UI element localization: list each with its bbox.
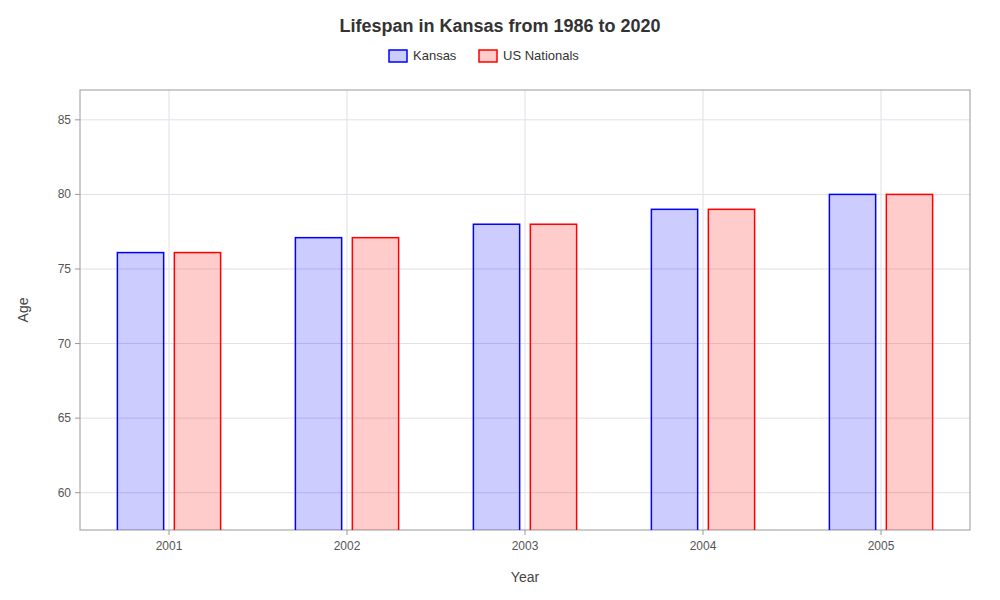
y-tick [75,119,80,120]
x-axis-label: Year [511,569,540,585]
y-tick [75,194,80,195]
y-tick [75,418,80,419]
bars [117,194,932,530]
bar [530,224,576,530]
x-grid-line [881,90,882,530]
bar [295,238,341,530]
legend-label: US Nationals [503,48,579,63]
y-tick-label: 70 [58,337,72,351]
y-tick [75,492,80,493]
bar-series [117,194,875,530]
x-grid-line [525,90,526,530]
x-grid-line [169,90,170,530]
title: Lifespan in Kansas from 1986 to 2020 [339,16,660,36]
y-tick [75,343,80,344]
y-tick-label: 80 [58,187,72,201]
x-tick-label: 2003 [512,539,539,553]
bar [708,209,754,530]
y-tick-label: 60 [58,486,72,500]
legend: Kansas US Nationals [389,48,579,63]
x-tick-label: 2005 [868,539,895,553]
x-tick-label: 2001 [156,539,183,553]
x-grid-line [703,90,704,530]
x-tick-label: 2004 [690,539,717,553]
bar [886,194,932,530]
bar [117,253,163,530]
y-axis: 60 65 70 75 80 85 [58,113,80,500]
legend-swatch [479,50,497,62]
x-tick [525,530,526,535]
legend-label: Kansas [413,48,457,63]
legend-swatch [389,50,407,62]
x-axis: 2001 2002 2003 2004 2005 [156,530,895,553]
x-tick [703,530,704,535]
x-grid-line [347,90,348,530]
chart-svg: 60 65 70 75 80 85 2001 2002 2003 2004 2005 Year Age L… [0,0,1000,600]
y-tick-label: 75 [58,262,72,276]
y-tick-label: 85 [58,113,72,127]
y-tick [75,268,80,269]
x-tick [881,530,882,535]
x-tick-label: 2002 [334,539,361,553]
y-axis-label: Age [15,297,31,322]
bar-series [174,194,932,530]
x-tick [347,530,348,535]
bar [473,224,519,530]
bar [174,253,220,530]
bar [651,209,697,530]
bar [829,194,875,530]
bar [352,238,398,530]
y-tick-label: 65 [58,411,72,425]
chart-container: 60 65 70 75 80 85 2001 2002 2003 2004 2005 Year Age L… [0,0,1000,600]
x-tick [169,530,170,535]
